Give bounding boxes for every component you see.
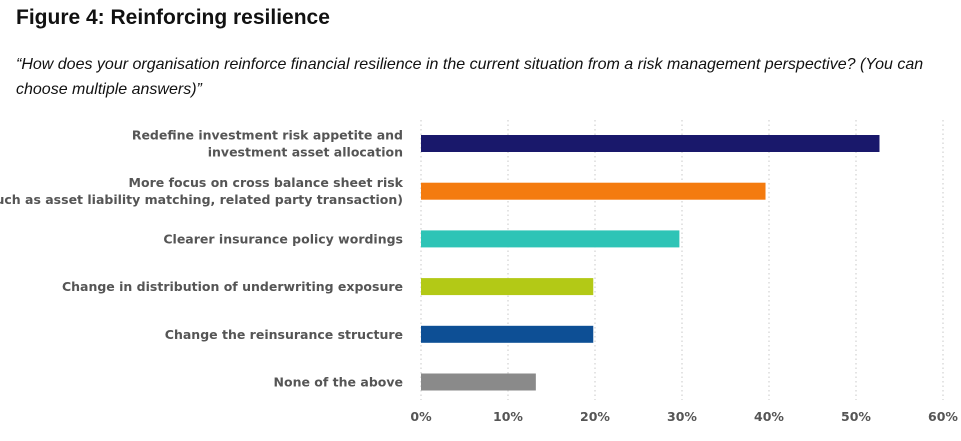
x-tick-label: 10%	[493, 409, 523, 424]
category-label: More focus on cross balance sheet risk	[129, 175, 404, 190]
category-label: (such as asset liability matching, relat…	[0, 192, 403, 207]
chart-subtitle: “How does your organisation reinforce fi…	[16, 56, 924, 98]
x-tick-label: 20%	[580, 409, 610, 424]
category-label: Redefine investment risk appetite and	[132, 128, 403, 143]
category-label: None of the above	[274, 375, 403, 390]
chart-title: Figure 4: Reinforcing resilience	[16, 6, 330, 29]
x-tick-label: 50%	[841, 409, 871, 424]
bar	[421, 278, 594, 296]
x-tick-label: 0%	[410, 409, 432, 424]
category-label: Change in distribution of underwriting e…	[62, 279, 403, 294]
category-labels: Redefine investment risk appetite and inv…	[0, 128, 404, 390]
category-label: investment asset allocation	[208, 145, 403, 160]
x-axis-tick-labels: 0% 10% 20% 30% 40% 50% 60%	[410, 409, 958, 424]
category-label: Clearer insurance policy wordings	[163, 231, 403, 246]
bars	[421, 135, 880, 391]
bar	[421, 325, 594, 343]
bar	[421, 182, 766, 200]
gridlines	[420, 120, 944, 400]
category-label: Change the reinsurance structure	[165, 327, 403, 342]
x-tick-label: 60%	[928, 409, 958, 424]
x-tick-label: 30%	[667, 409, 697, 424]
bar	[421, 373, 536, 391]
x-tick-label: 40%	[754, 409, 784, 424]
bar	[421, 135, 880, 152]
bar	[421, 230, 680, 248]
